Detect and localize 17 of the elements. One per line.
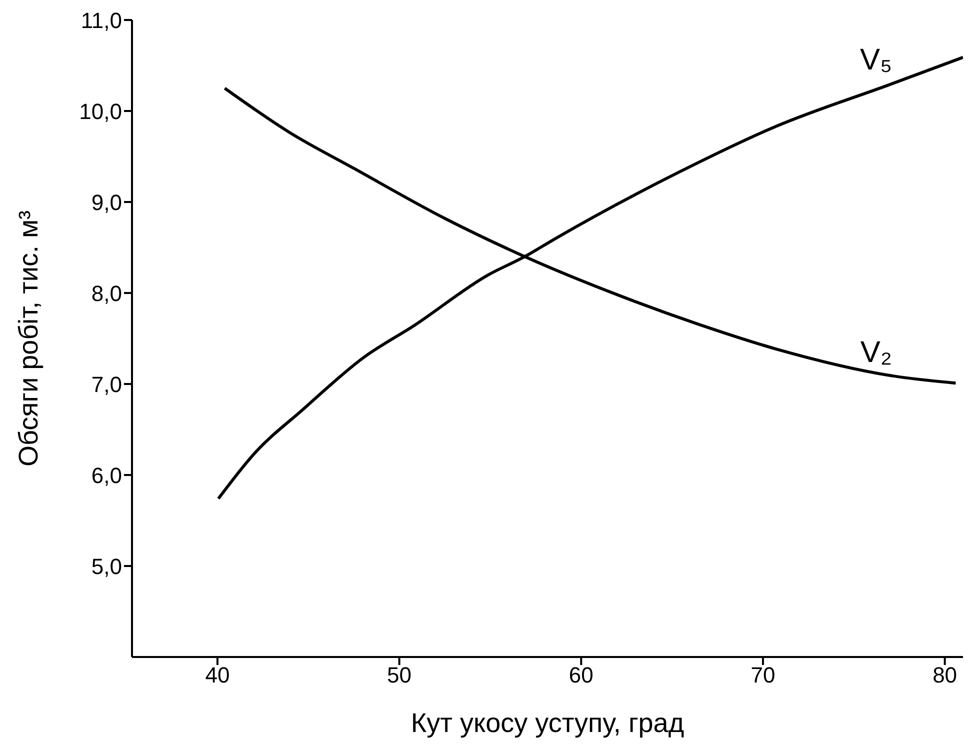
x-tick-label: 40 xyxy=(205,662,230,688)
y-tick-label: 8,0 xyxy=(91,280,122,306)
series-label: V₅ xyxy=(860,44,892,77)
y-tick-label: 11,0 xyxy=(80,8,122,33)
y-tick-label: 5,0 xyxy=(91,554,122,579)
y-tick-label: 6,0 xyxy=(91,462,122,488)
line-series xyxy=(223,86,958,385)
x-tick-label: 50 xyxy=(387,662,412,688)
y-tick-label: 10,0 xyxy=(79,98,122,124)
x-tick-label: 80 xyxy=(932,662,958,688)
series-label: V₂ xyxy=(860,336,892,369)
y-tick-label: 9,0 xyxy=(91,190,122,215)
x-tick-label: 70 xyxy=(750,662,776,688)
x-tick-label: 60 xyxy=(568,662,594,688)
y-axis-title: Обсяги робіт, тис. м³ xyxy=(14,210,44,467)
y-tick-label: 7,0 xyxy=(91,372,122,397)
x-axis-title: Кут укосу уступу, град xyxy=(410,708,684,738)
